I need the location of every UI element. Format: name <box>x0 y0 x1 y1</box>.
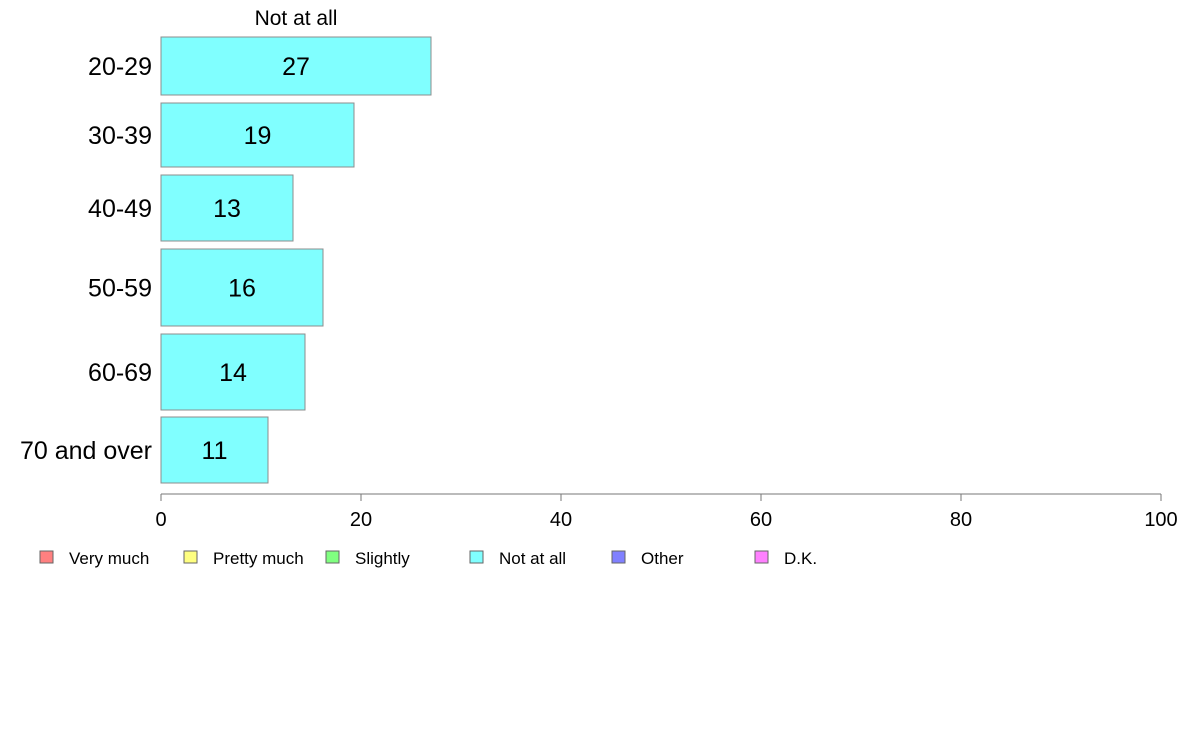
category-label: 60-69 <box>88 359 152 387</box>
category-label: 70 and over <box>20 437 152 465</box>
legend-label: Not at all <box>499 549 566 568</box>
legend-label: Pretty much <box>213 549 304 568</box>
legend-swatch <box>611 550 626 564</box>
legend-swatch <box>325 550 340 564</box>
legend-swatch <box>469 550 484 564</box>
category-label: 20-29 <box>88 53 152 81</box>
category-label: 30-39 <box>88 122 152 150</box>
legend-swatch <box>39 550 54 564</box>
bar-value-label: 11 <box>202 437 228 465</box>
x-tick-label: 100 <box>1144 509 1177 531</box>
bar <box>160 248 324 327</box>
bars-group: 20-29 27 30-39 19 40-49 13 50-59 16 60-69 14 70 an… <box>20 36 432 484</box>
bar-value-label: 27 <box>282 53 310 81</box>
x-tick-label: 80 <box>950 509 972 531</box>
legend-label: Slightly <box>355 549 410 568</box>
category-label: 50-59 <box>88 275 152 303</box>
legend-swatch <box>183 550 198 564</box>
bar-value-label: 14 <box>219 359 247 387</box>
x-axis: 0 20 40 60 80 100 <box>155 493 1178 531</box>
x-tick-label: 0 <box>155 509 166 531</box>
bar <box>160 416 269 484</box>
legend-swatch <box>754 550 769 564</box>
legend-label: Other <box>641 549 684 568</box>
x-tick-label: 20 <box>350 509 372 531</box>
series-header: Not at all <box>255 7 338 30</box>
bar <box>160 174 294 242</box>
bar-value-label: 16 <box>228 275 256 303</box>
legend-label: D.K. <box>784 549 817 568</box>
bar <box>160 333 306 411</box>
x-tick-label: 60 <box>750 509 772 531</box>
legend-label: Very much <box>69 549 149 568</box>
bar <box>160 102 355 168</box>
bar-value-label: 13 <box>213 195 241 223</box>
bar <box>160 36 432 96</box>
bar-value-label: 19 <box>244 122 272 150</box>
category-label: 40-49 <box>88 195 152 223</box>
x-tick-label: 40 <box>550 509 572 531</box>
legend: Very much Pretty much Slightly Not at all Ot… <box>39 549 817 568</box>
